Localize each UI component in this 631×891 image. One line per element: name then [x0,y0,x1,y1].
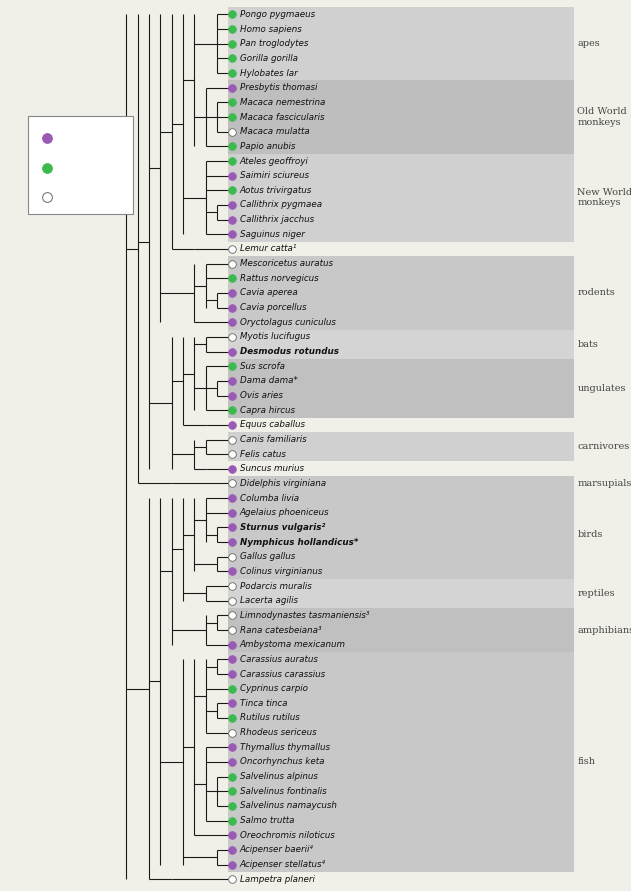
Text: Salmo trutta: Salmo trutta [240,816,294,825]
Text: Equus caballus: Equus caballus [240,421,305,429]
Text: Ambystoma mexicanum: Ambystoma mexicanum [240,641,346,650]
Text: Thymallus thymallus: Thymallus thymallus [240,743,330,752]
Text: Mescoricetus auratus: Mescoricetus auratus [240,259,333,268]
Text: Dama dama*: Dama dama* [240,376,298,386]
Text: Salvelinus fontinalis: Salvelinus fontinalis [240,787,326,796]
Bar [228,359,574,418]
Text: Sus scrofa: Sus scrofa [240,362,285,371]
Text: Lemur catta¹: Lemur catta¹ [240,244,296,253]
Text: Limnodynastes tasmaniensis³: Limnodynastes tasmaniensis³ [240,611,369,620]
Text: Ateles geoffroyi: Ateles geoffroyi [240,157,309,166]
Text: 기피: 기피 [66,132,81,144]
Text: Sturnus vulgaris²: Sturnus vulgaris² [240,523,325,532]
Bar [228,153,574,241]
Text: birds: birds [577,530,603,539]
Text: Gorilla gorilla: Gorilla gorilla [240,54,298,63]
Bar [228,80,574,153]
Bar [228,652,574,872]
Text: amphibians: amphibians [577,625,631,634]
Text: Cavia aperea: Cavia aperea [240,289,298,298]
Text: fish: fish [577,757,596,766]
Text: Old World
monkeys: Old World monkeys [577,107,627,127]
Text: New World
monkeys: New World monkeys [577,188,631,208]
Text: Homo sapiens: Homo sapiens [240,25,302,34]
Text: Callithrix jacchus: Callithrix jacchus [240,215,314,225]
Text: Desmodus rotundus: Desmodus rotundus [240,347,339,356]
Text: Saimiri sciureus: Saimiri sciureus [240,171,309,180]
Text: rodents: rodents [577,289,615,298]
Text: Pan troglodytes: Pan troglodytes [240,39,308,48]
Text: Acipenser stellatus⁴: Acipenser stellatus⁴ [240,860,326,869]
Text: carnivores: carnivores [577,442,630,452]
Bar [228,476,574,491]
Text: Myotis lucifugus: Myotis lucifugus [240,332,310,341]
Text: Capra hircus: Capra hircus [240,405,295,414]
Text: bats: bats [577,339,598,348]
Text: Cyprinus carpio: Cyprinus carpio [240,684,308,693]
Bar [228,432,574,462]
Text: Lacerta agilis: Lacerta agilis [240,596,298,605]
Text: Pongo pygmaeus: Pongo pygmaeus [240,10,315,19]
Text: Oreochromis niloticus: Oreochromis niloticus [240,830,334,839]
Text: Papio anubis: Papio anubis [240,142,295,151]
Text: Acipenser baerii⁴: Acipenser baerii⁴ [240,846,314,854]
Text: Macaca fascicularis: Macaca fascicularis [240,112,324,121]
Text: 선호: 선호 [66,161,81,174]
Text: apes: apes [577,39,600,48]
Text: Aotus trivirgatus: Aotus trivirgatus [240,186,312,195]
Bar [228,257,574,330]
Text: Rhodeus sericeus: Rhodeus sericeus [240,728,316,737]
Bar [28,116,133,214]
Text: Nymphicus hollandicus*: Nymphicus hollandicus* [240,537,358,546]
Text: Didelphis virginiana: Didelphis virginiana [240,479,326,488]
Text: Agelaius phoeniceus: Agelaius phoeniceus [240,508,329,518]
Text: Colinus virginianus: Colinus virginianus [240,567,322,576]
Bar [228,491,574,579]
Bar [228,579,574,608]
Text: Tinca tinca: Tinca tinca [240,699,287,707]
Text: Rutilus rutilus: Rutilus rutilus [240,714,300,723]
Text: Ovis aries: Ovis aries [240,391,283,400]
Text: Rana catesbeiana³: Rana catesbeiana³ [240,625,321,634]
Text: Suncus murius: Suncus murius [240,464,304,473]
Text: Felis catus: Felis catus [240,450,286,459]
Bar [228,7,574,80]
Text: Canis familiaris: Canis familiaris [240,435,307,444]
Text: Podarcis muralis: Podarcis muralis [240,582,312,591]
Text: Callithrix pygmaea: Callithrix pygmaea [240,200,322,209]
Text: Carassius carassius: Carassius carassius [240,669,325,679]
Text: ungulates: ungulates [577,384,626,393]
Text: Hylobates lar: Hylobates lar [240,69,298,78]
Bar [228,608,574,652]
Text: Rattus norvegicus: Rattus norvegicus [240,274,319,282]
Text: Oncorhynchus keta: Oncorhynchus keta [240,757,324,766]
Text: 모름: 모름 [66,191,81,203]
Text: reptiles: reptiles [577,589,615,598]
Text: Carassius auratus: Carassius auratus [240,655,317,664]
Text: marsupials: marsupials [577,479,631,488]
Text: Cavia porcellus: Cavia porcellus [240,303,306,312]
Text: Saguinus niger: Saguinus niger [240,230,305,239]
Text: Macaca nemestrina: Macaca nemestrina [240,98,325,107]
Text: Salvelinus namaycush: Salvelinus namaycush [240,801,337,811]
Text: Salvelinus alpinus: Salvelinus alpinus [240,772,317,781]
Text: Oryctolagus cuniculus: Oryctolagus cuniculus [240,318,336,327]
Bar [228,330,574,359]
Text: Macaca mulatta: Macaca mulatta [240,127,310,136]
Text: Presbytis thomasi: Presbytis thomasi [240,83,317,93]
Text: Lampetra planeri: Lampetra planeri [240,875,315,884]
Text: Gallus gallus: Gallus gallus [240,552,295,561]
Text: Columba livia: Columba livia [240,494,299,503]
